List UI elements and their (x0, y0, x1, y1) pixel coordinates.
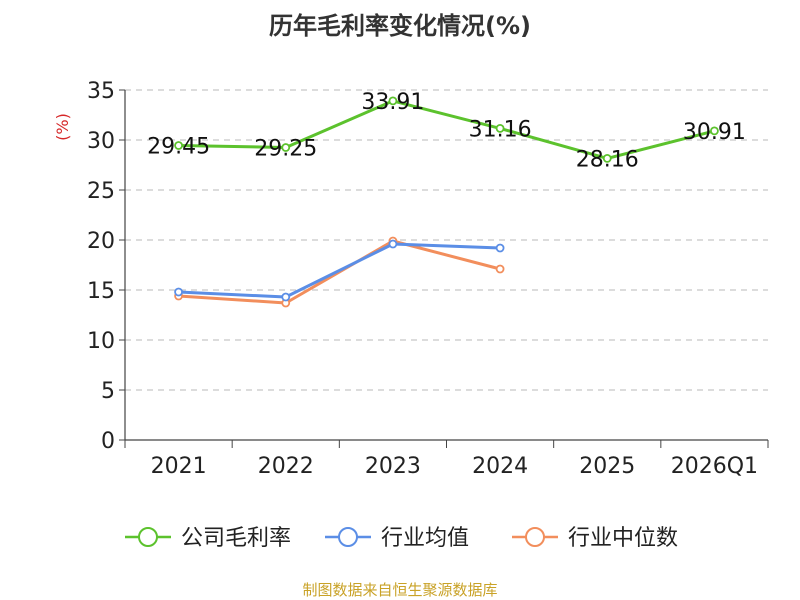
data-label: 30.91 (683, 120, 746, 145)
data-label: 31.16 (469, 117, 532, 142)
y-tick-label: 10 (87, 329, 115, 354)
grid-lines (125, 89, 768, 391)
series-lines (174, 96, 719, 308)
data-label: 29.45 (147, 135, 210, 160)
data-point (495, 243, 505, 253)
legend-label: 行业均值 (381, 526, 469, 551)
legend-marker (338, 527, 358, 547)
x-tick-label: 2023 (365, 454, 421, 479)
series-line (178, 99, 715, 160)
data-point (495, 264, 505, 274)
legend-marker (525, 527, 545, 547)
chart-title: 历年毛利率变化情况(%) (269, 12, 531, 40)
data-point (281, 143, 291, 152)
x-tick-label: 2025 (579, 454, 635, 479)
data-point (388, 96, 398, 106)
y-tick-label: 30 (87, 129, 115, 154)
legend-marker (138, 527, 158, 547)
data-labels: 29.45 29.25 33.91 31.16 28.16 30.91 (147, 90, 746, 172)
series-line (178, 242, 501, 299)
y-tick-label: 35 (87, 79, 115, 104)
x-tick-label: 2024 (472, 454, 528, 479)
legend-label: 公司毛利率 (181, 526, 291, 551)
data-label: 33.91 (361, 90, 424, 115)
y-tick-label: 20 (87, 229, 115, 254)
source-note: 制图数据来自恒生聚源数据库 (302, 581, 497, 599)
y-tick-label: 15 (87, 279, 115, 304)
data-label: 28.16 (576, 147, 639, 172)
y-tick-label: 5 (101, 379, 115, 404)
y-tick-label: 25 (87, 179, 115, 204)
legend-label: 行业中位数 (568, 526, 678, 551)
y-axis-unit: (%) (53, 113, 72, 141)
data-point (710, 126, 719, 136)
data-point (602, 153, 612, 163)
data-point (174, 141, 183, 150)
x-tick-label: 2021 (151, 454, 207, 479)
legend: 公司毛利率 行业均值 行业中位数 (125, 526, 678, 551)
y-tick-label: 0 (101, 429, 115, 454)
x-tick-label: 2026Q1 (671, 454, 758, 479)
data-point (174, 287, 183, 297)
x-tick-label: 2022 (258, 454, 314, 479)
data-point (495, 123, 505, 133)
data-point (281, 292, 291, 302)
data-label: 29.25 (254, 137, 317, 162)
data-point (388, 239, 398, 249)
